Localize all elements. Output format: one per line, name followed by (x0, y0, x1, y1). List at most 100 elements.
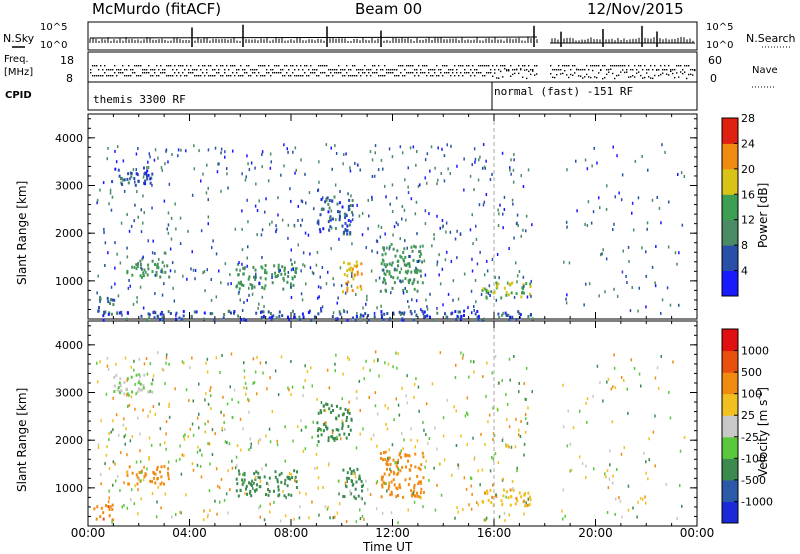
echo-cell (415, 266, 417, 270)
echo-cell (269, 510, 271, 514)
echo-cell (163, 465, 166, 468)
echo-cell (395, 464, 398, 468)
echo-cell (439, 226, 441, 230)
echo-cell (651, 198, 654, 202)
echo-cell (274, 275, 277, 279)
echo-cell (347, 262, 350, 266)
echo-cell (621, 515, 623, 519)
echo-cell (444, 312, 446, 316)
nave-sample (622, 69, 624, 71)
echo-cell (494, 275, 497, 279)
echo-cell (455, 409, 457, 413)
echo-cell (237, 469, 240, 473)
echo-cell (130, 365, 132, 369)
echo-cell (361, 233, 364, 237)
echo-cell (601, 252, 603, 256)
freq-sample (102, 69, 104, 71)
echo-cell (140, 266, 142, 270)
echo-cell (410, 245, 413, 249)
echo-cell (517, 310, 520, 314)
echo-cell (223, 498, 226, 502)
echo-cell (165, 356, 168, 360)
echo-cell (341, 426, 344, 430)
echo-cell (150, 443, 153, 447)
nave-sample (178, 72, 180, 74)
echo-cell (416, 271, 419, 275)
echo-cell (160, 166, 163, 170)
echo-cell (388, 262, 391, 266)
echo-cell (183, 361, 185, 365)
echo-cell (390, 263, 393, 267)
echo-cell (302, 385, 305, 389)
echo-cell (501, 439, 504, 442)
freq-sample (120, 69, 122, 71)
echo-cell (105, 392, 108, 396)
echo-cell (234, 466, 237, 470)
echo-cell (359, 316, 362, 320)
echo-cell (144, 179, 147, 183)
echo-cell (457, 463, 459, 467)
echo-cell (185, 149, 187, 153)
echo-cell (243, 301, 245, 304)
echo-cell (140, 388, 143, 392)
colorbar-swatch (722, 479, 738, 502)
echo-cell (356, 203, 358, 207)
nave-sample (304, 72, 306, 74)
freq-sample (454, 65, 456, 67)
echo-cell (441, 147, 443, 151)
echo-cell (620, 452, 623, 456)
echo-cell (399, 279, 401, 283)
echo-cell (231, 398, 233, 401)
echo-cell (449, 172, 451, 175)
freq-sample (390, 69, 392, 71)
nave-sample (566, 74, 568, 76)
echo-cell (203, 317, 205, 321)
echo-cell (154, 252, 156, 255)
echo-cell (246, 256, 248, 260)
echo-cell (226, 167, 228, 171)
nave-sample (426, 75, 428, 77)
echo-cell (287, 271, 290, 274)
echo-cell (119, 377, 122, 381)
echo-cell (107, 312, 110, 316)
freq-sample (304, 65, 306, 67)
nave-sample (192, 72, 194, 74)
echo-cell (346, 224, 349, 228)
freq-sample (638, 65, 640, 67)
echo-cell (350, 194, 352, 198)
echo-cell (370, 269, 373, 273)
echo-cell (238, 287, 241, 291)
echo-cell (342, 468, 345, 472)
date-title: 12/Nov/2015 (587, 0, 684, 18)
nave-sample (676, 72, 678, 74)
nave-sample (116, 75, 118, 77)
echo-cell (251, 284, 254, 287)
echo-cell (327, 270, 329, 274)
echo-cell (133, 177, 136, 180)
echo-cell (191, 356, 193, 360)
nave-sample (594, 76, 596, 78)
echo-cell (529, 292, 531, 296)
echo-cell (261, 286, 264, 289)
echo-cell (237, 314, 240, 318)
echo-cell (207, 222, 209, 226)
freq-unit-label: [MHz] (4, 67, 33, 78)
echo-cell (326, 426, 329, 430)
nave-sample (482, 75, 484, 77)
echo-cell (105, 504, 107, 508)
echo-cell (434, 426, 436, 430)
nave-sample (644, 76, 646, 79)
echo-cell (349, 467, 352, 471)
echo-cell (269, 166, 272, 170)
echo-cell (408, 477, 411, 481)
nave-sample (222, 75, 224, 77)
echo-cell (282, 276, 285, 280)
echo-cell (317, 440, 320, 444)
nave-sample (580, 75, 582, 77)
echo-cell (125, 427, 127, 431)
echo-cell (518, 381, 520, 385)
echo-cell (290, 248, 292, 252)
nave-sample (174, 72, 176, 74)
nave-sample (368, 72, 370, 74)
echo-cell (165, 447, 167, 451)
